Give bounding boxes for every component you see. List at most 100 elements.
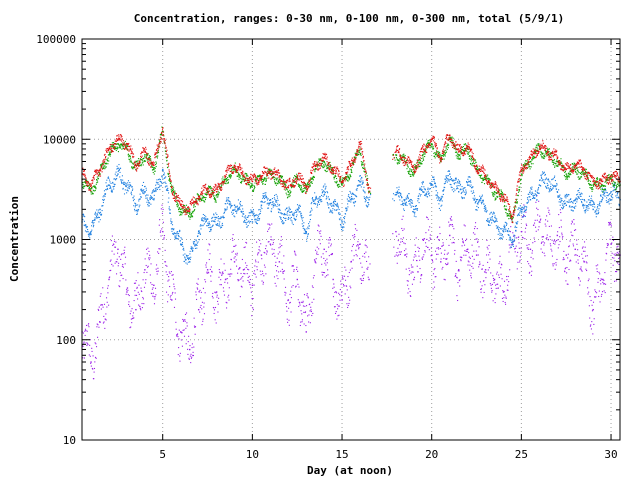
series-0: [81, 195, 621, 380]
data-dot: [432, 184, 434, 186]
data-dot: [285, 185, 287, 187]
data-dot: [570, 223, 572, 225]
data-dot: [159, 219, 161, 221]
data-dot: [419, 189, 421, 191]
data-dot: [461, 146, 463, 148]
data-dot: [268, 228, 270, 230]
data-dot: [317, 230, 319, 232]
data-dot: [582, 204, 584, 206]
data-dot: [443, 189, 445, 192]
data-dot: [177, 336, 179, 338]
data-dot: [435, 194, 437, 196]
data-dot: [185, 208, 187, 210]
data-dot: [437, 236, 439, 238]
data-dot: [149, 155, 151, 158]
data-dot: [183, 247, 185, 249]
data-dot: [549, 187, 551, 189]
data-dot: [319, 239, 321, 241]
data-dot: [397, 192, 399, 194]
data-dot: [513, 240, 515, 242]
data-dot: [473, 250, 475, 252]
data-dot: [507, 234, 509, 236]
data-dot: [479, 195, 481, 197]
data-dot: [139, 306, 141, 308]
data-dot: [429, 142, 431, 145]
data-dot: [325, 264, 327, 266]
data-dot: [482, 264, 484, 266]
data-dot: [263, 178, 266, 180]
data-dot: [274, 204, 276, 206]
data-dot: [481, 268, 483, 270]
data-dot: [610, 192, 612, 194]
data-dot: [258, 209, 260, 211]
data-dot: [490, 211, 492, 213]
data-dot: [335, 203, 337, 205]
data-dot: [110, 145, 112, 147]
data-dot: [233, 209, 235, 211]
data-dot: [427, 141, 429, 143]
data-dot: [279, 251, 281, 253]
data-dot: [235, 210, 237, 212]
data-dot: [479, 200, 481, 202]
data-dot: [455, 179, 457, 181]
data-dot: [223, 263, 225, 265]
data-dot: [578, 255, 580, 257]
data-dot: [476, 202, 478, 204]
data-dot: [511, 219, 513, 221]
data-dot: [149, 157, 151, 159]
data-dot: [439, 200, 441, 202]
data-dot: [300, 188, 302, 190]
data-dot: [575, 229, 577, 231]
data-dot: [407, 292, 409, 294]
data-dot: [159, 178, 161, 181]
data-dot: [564, 202, 567, 204]
data-dot: [356, 255, 358, 257]
data-dot: [450, 140, 452, 142]
data-dot: [116, 177, 118, 180]
data-dot: [533, 224, 535, 226]
data-dot: [494, 217, 496, 219]
data-dot: [408, 288, 410, 290]
data-dot: [405, 248, 407, 250]
data-dot: [297, 283, 299, 285]
data-dot: [108, 304, 110, 306]
data-dot: [459, 285, 461, 287]
data-dot: [175, 197, 178, 199]
data-dot: [271, 198, 274, 200]
data-dot: [588, 278, 590, 280]
data-dot: [432, 145, 434, 147]
data-dot: [108, 177, 110, 179]
data-dot: [197, 235, 199, 238]
data-dot: [494, 302, 496, 304]
data-dot: [83, 220, 85, 222]
data-dot: [102, 199, 104, 201]
data-dot: [148, 201, 150, 203]
data-dot: [339, 179, 342, 181]
data-dot: [369, 196, 371, 198]
data-dot: [250, 186, 252, 188]
data-point: [538, 221, 541, 223]
data-dot: [270, 244, 272, 246]
data-dot: [218, 297, 220, 299]
data-dot: [109, 260, 111, 262]
data-dot: [131, 166, 133, 168]
data-dot: [88, 233, 90, 235]
data-dot: [324, 191, 327, 193]
data-dot: [557, 231, 559, 233]
data-dot: [89, 232, 92, 234]
data-dot: [176, 204, 178, 206]
data-dot: [114, 178, 116, 180]
data-dot: [599, 195, 602, 197]
data-dot: [418, 202, 420, 204]
data-dot: [404, 203, 406, 205]
data-dot: [445, 258, 447, 260]
data-dot: [566, 283, 568, 285]
data-dot: [310, 309, 312, 311]
data-dot: [420, 193, 422, 196]
data-dot: [412, 173, 414, 175]
data-dot: [409, 295, 411, 297]
data-dot: [335, 209, 337, 211]
data-dot: [442, 244, 445, 246]
data-dot: [249, 284, 251, 286]
data-dot: [317, 201, 319, 203]
